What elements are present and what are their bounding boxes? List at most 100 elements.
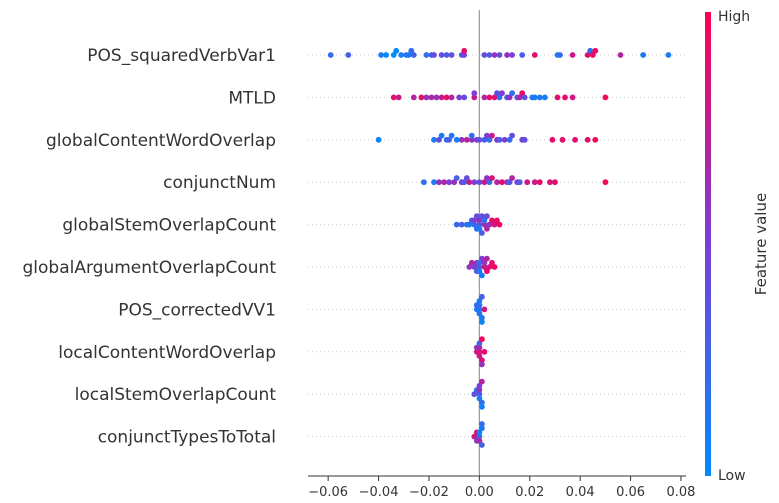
- data-point: [438, 52, 445, 58]
- data-point: [479, 336, 485, 343]
- feature-label: localContentWordOverlap: [58, 343, 276, 363]
- x-tick-label: −0.02: [409, 485, 449, 500]
- data-point: [476, 391, 483, 398]
- data-point: [441, 179, 447, 186]
- x-tick-label: 0.06: [616, 485, 645, 500]
- data-point: [476, 298, 483, 304]
- data-point: [489, 217, 495, 224]
- data-point: [448, 132, 455, 139]
- feature-label: MTLD: [228, 88, 276, 108]
- data-point: [521, 94, 528, 101]
- data-point: [484, 175, 490, 181]
- colorbar-title: Feature value: [752, 193, 770, 295]
- data-point: [549, 136, 556, 143]
- data-point: [486, 94, 493, 101]
- data-point: [436, 179, 442, 186]
- data-point: [481, 136, 488, 143]
- data-point: [476, 433, 483, 440]
- data-point: [471, 179, 478, 186]
- data-point: [476, 437, 483, 444]
- data-point: [479, 425, 485, 432]
- data-point: [509, 90, 515, 97]
- data-point: [479, 319, 485, 325]
- data-point: [479, 230, 485, 236]
- data-point: [476, 387, 483, 393]
- data-point: [421, 179, 427, 186]
- data-point: [479, 403, 485, 410]
- data-point: [443, 94, 450, 101]
- data-point: [524, 179, 531, 186]
- data-point: [494, 217, 500, 224]
- data-point: [602, 94, 609, 101]
- data-point: [476, 340, 483, 347]
- data-point: [531, 94, 538, 101]
- data-point: [486, 264, 493, 270]
- data-point: [433, 94, 440, 101]
- data-point: [602, 179, 609, 186]
- data-point: [345, 52, 352, 58]
- data-point: [481, 179, 488, 186]
- data-point: [509, 132, 515, 139]
- row-guide-lines: [308, 54, 686, 438]
- x-tick-label: 0.08: [666, 485, 695, 500]
- data-point: [481, 52, 488, 58]
- data-point: [466, 179, 473, 186]
- data-point: [471, 90, 478, 97]
- data-point: [453, 136, 460, 143]
- data-point: [481, 94, 488, 101]
- data-point: [491, 52, 498, 58]
- data-point: [496, 52, 503, 58]
- data-point: [479, 293, 485, 300]
- data-point: [496, 136, 503, 143]
- data-point: [423, 94, 430, 101]
- data-point: [476, 225, 483, 232]
- data-point: [547, 179, 553, 186]
- data-point: [466, 264, 473, 270]
- data-point: [489, 132, 495, 139]
- data-point: [481, 217, 488, 224]
- data-point: [476, 395, 483, 402]
- data-point: [471, 433, 478, 440]
- data-point: [486, 136, 493, 143]
- x-tick-label: 0.00: [465, 485, 494, 500]
- data-point: [519, 90, 526, 97]
- data-point: [479, 357, 485, 364]
- data-point: [458, 136, 465, 143]
- feature-label: POS_squaredVerbVar1: [87, 46, 276, 66]
- data-point: [468, 259, 475, 266]
- data-point: [572, 136, 578, 143]
- data-point: [476, 221, 483, 228]
- data-point: [479, 442, 485, 448]
- data-point: [476, 306, 483, 313]
- data-point: [479, 399, 485, 406]
- data-point: [468, 132, 475, 139]
- feature-label: conjunctNum: [163, 173, 276, 193]
- data-point: [436, 136, 442, 143]
- data-point: [557, 52, 563, 58]
- data-point: [476, 136, 483, 143]
- data-point: [587, 47, 594, 54]
- colorbar-gradient: [705, 12, 711, 476]
- feature-label: conjunctTypesToTotal: [98, 428, 276, 448]
- data-point: [476, 268, 483, 275]
- data-point: [484, 255, 490, 262]
- data-point: [461, 94, 468, 101]
- data-point: [448, 52, 455, 58]
- data-point: [471, 217, 478, 224]
- data-point: [468, 136, 475, 143]
- data-point: [509, 52, 515, 58]
- data-point: [431, 179, 437, 186]
- data-point: [471, 264, 478, 270]
- data-point: [665, 52, 672, 58]
- x-tick-label: −0.04: [359, 485, 399, 500]
- data-point: [486, 221, 493, 228]
- data-point: [476, 302, 483, 309]
- feature-labels: POS_squaredVerbVar1 MTLD globalContentWord…: [23, 46, 277, 448]
- data-point: [476, 353, 483, 359]
- data-point: [479, 361, 485, 368]
- data-point: [461, 179, 468, 186]
- data-points: [327, 47, 672, 448]
- data-point: [476, 259, 483, 266]
- data-point: [383, 52, 389, 58]
